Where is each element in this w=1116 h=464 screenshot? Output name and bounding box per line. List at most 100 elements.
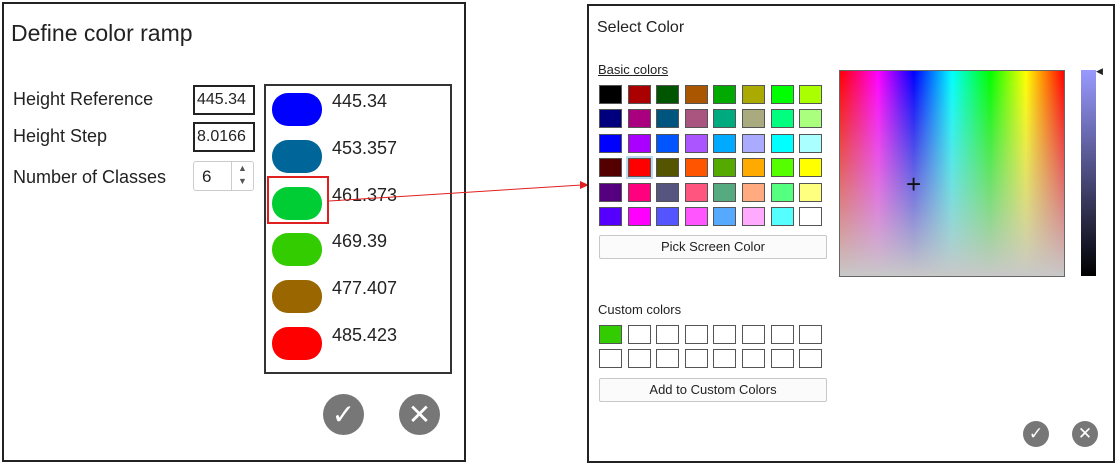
custom-color-swatch[interactable] [799,349,823,369]
basic-color-swatch[interactable] [770,182,794,202]
add-to-custom-colors-button[interactable]: Add to Custom Colors [599,378,827,402]
basic-color-swatch[interactable] [599,158,622,178]
cancel-button[interactable]: ✕ [1072,421,1098,447]
basic-color-swatch[interactable] [599,85,622,104]
number-of-classes-spinbox[interactable]: 6 ▲ ▼ [193,161,254,191]
basic-color-swatch[interactable] [770,85,794,104]
custom-color-swatch[interactable] [713,325,737,344]
class-color-swatch[interactable] [272,93,322,126]
basic-color-swatch[interactable] [627,109,651,129]
basic-color-swatch[interactable] [684,182,708,202]
custom-color-swatch[interactable] [799,325,823,344]
basic-color-swatch[interactable] [770,207,794,226]
basic-color-swatch[interactable] [684,207,708,226]
custom-color-swatch[interactable] [656,349,680,369]
class-color-swatch[interactable] [272,327,322,360]
basic-color-swatch[interactable] [656,158,680,178]
ok-button[interactable]: ✓ [1023,421,1049,447]
class-value: 445.34 [332,91,388,111]
basic-color-swatch[interactable] [684,109,708,129]
custom-color-swatch[interactable] [684,325,708,344]
spinbox-value: 6 [202,167,212,186]
basic-color-swatch[interactable] [713,182,737,202]
class-color-swatch[interactable] [272,280,322,314]
basic-color-swatch[interactable] [713,207,737,226]
cancel-button[interactable]: ✕ [399,394,440,435]
basic-color-swatch[interactable] [627,133,651,153]
basic-color-swatch[interactable] [627,182,651,202]
basic-color-swatch[interactable] [713,158,737,178]
custom-color-swatch[interactable] [684,349,708,369]
basic-color-swatch[interactable] [799,207,823,226]
close-icon: ✕ [1077,424,1093,443]
basic-color-swatch[interactable] [656,182,680,202]
check-icon: ✓ [331,399,356,430]
ok-button[interactable]: ✓ [323,394,364,435]
basic-color-swatch[interactable] [742,109,765,129]
basic-color-swatch[interactable] [656,85,680,104]
basic-color-swatch[interactable] [599,109,622,129]
custom-color-swatch[interactable] [627,349,651,369]
custom-color-swatch[interactable] [656,325,680,344]
basic-color-swatch[interactable] [684,133,708,153]
basic-color-swatch[interactable] [713,85,737,104]
basic-color-swatch[interactable] [799,133,823,153]
custom-color-swatch[interactable] [713,349,737,369]
selection-highlight-box [267,176,329,224]
class-list: 445.34 453.357 461.373 469.39 477.407 485.423 [264,84,452,374]
class-value: 469.39 [332,231,388,252]
custom-color-swatch[interactable] [742,325,765,344]
luminance-slider[interactable] [1081,70,1096,276]
basic-color-swatch[interactable] [742,133,765,153]
basic-color-swatch[interactable] [799,109,823,129]
basic-color-swatch[interactable] [599,133,622,153]
spin-arrows-icon[interactable]: ▲ ▼ [231,162,253,190]
pick-screen-color-button[interactable]: Pick Screen Color [599,235,827,259]
class-color-swatch[interactable] [272,186,322,220]
basic-color-swatch[interactable] [742,182,765,202]
custom-color-swatch[interactable] [770,325,794,344]
basic-color-swatch[interactable] [799,85,823,104]
custom-color-swatch[interactable] [599,325,622,344]
custom-color-swatch[interactable] [742,349,765,369]
basic-color-swatch[interactable] [656,207,680,226]
basic-color-swatch[interactable] [713,133,737,153]
basic-color-swatch[interactable] [599,207,622,226]
class-color-swatch[interactable] [272,233,322,267]
class-color-swatch[interactable] [272,139,322,173]
basic-color-swatch[interactable] [627,207,651,226]
class-value: 453.357 [332,137,398,158]
custom-colors-label: Custom colors [598,302,682,317]
define-color-ramp-dialog [2,2,466,462]
basic-color-swatch[interactable] [742,207,765,226]
basic-color-swatch[interactable] [799,158,823,178]
hue-saturation-spectrum[interactable]: + [839,70,1065,277]
basic-color-swatch[interactable] [684,158,708,178]
number-of-classes-label: Number of Classes [13,167,167,187]
class-value: 485.423 [332,325,398,345]
basic-color-swatch[interactable] [599,182,622,202]
basic-color-swatch[interactable] [770,133,794,153]
height-step-input[interactable]: 8.0166 [193,122,255,152]
custom-color-swatch[interactable] [627,325,651,344]
height-step-label: Height Step [13,126,108,146]
basic-color-swatch[interactable] [713,109,737,129]
custom-color-swatch[interactable] [599,349,622,369]
basic-color-swatch[interactable] [684,85,708,104]
basic-color-swatch[interactable] [770,109,794,129]
basic-color-swatch[interactable] [799,182,823,202]
basic-color-swatch[interactable] [770,158,794,178]
custom-color-swatch[interactable] [770,349,794,369]
height-reference-input[interactable]: 445.34 [193,85,255,115]
luminance-pointer-icon[interactable]: ◀ [1096,66,1103,76]
basic-color-swatch[interactable] [656,109,680,129]
basic-color-swatch[interactable] [627,85,651,104]
basic-color-swatch[interactable] [656,133,680,153]
basic-color-swatch[interactable] [742,85,765,104]
basic-colors-label: Basic colors [598,62,669,77]
basic-color-swatch[interactable] [625,156,653,180]
basic-color-swatch[interactable] [742,158,765,178]
close-icon: ✕ [407,399,432,430]
dialog-title: Select Color [597,19,685,36]
